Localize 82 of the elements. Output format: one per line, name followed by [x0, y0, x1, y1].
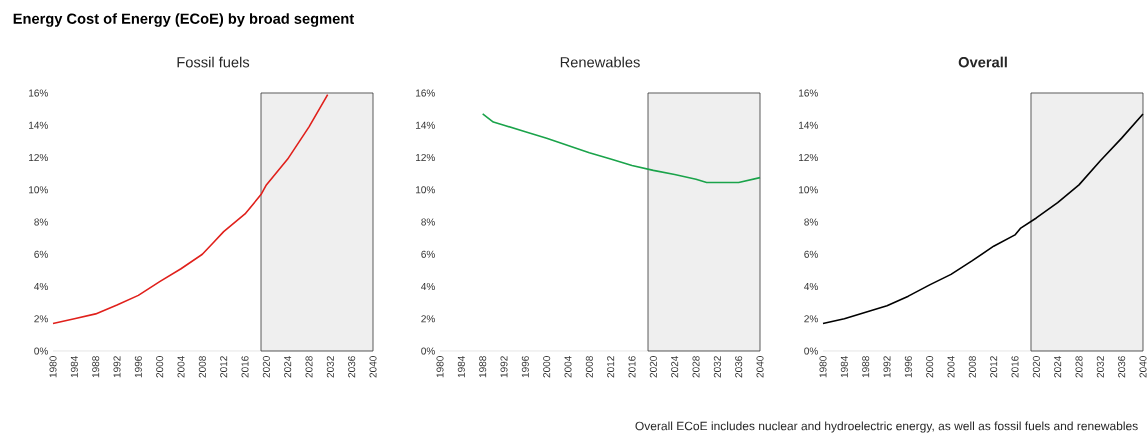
x-tick-label: 1992: [883, 356, 891, 378]
x-tick-label: 2024: [284, 355, 292, 378]
x-tick-label: 1980: [819, 356, 827, 378]
x-tick-label: 1984: [457, 355, 465, 378]
x-tick-label: 1988: [862, 356, 870, 378]
y-tick-label: 0%: [34, 347, 48, 355]
y-tick-label: 0%: [421, 347, 435, 355]
x-tick-label: 2036: [348, 356, 356, 378]
chart-subtitle: Renewables: [560, 56, 640, 68]
x-tick-label: 2036: [1118, 356, 1126, 378]
y-tick-label: 12%: [799, 153, 818, 162]
x-tick-label: 2008: [198, 356, 206, 378]
x-tick-label: 2008: [585, 356, 593, 378]
y-tick-label: 10%: [416, 186, 435, 194]
x-tick-label: 2020: [262, 356, 270, 378]
y-tick-label: 12%: [29, 153, 48, 162]
x-tick-label: 2020: [1032, 356, 1040, 378]
y-tick-label: 6%: [804, 250, 818, 258]
line-series: [822, 113, 1144, 325]
x-tick-label: 2000: [543, 356, 551, 378]
y-tick-label: 2%: [421, 315, 435, 323]
y-tick-label: 2%: [34, 315, 48, 323]
y-tick-label: 14%: [29, 121, 48, 129]
x-tick-label: 2012: [990, 356, 998, 378]
x-tick-label: 1988: [92, 356, 100, 378]
x-tick-label: 2040: [369, 356, 377, 378]
x-tick-label: 2004: [947, 355, 955, 378]
x-tick-label: 1988: [479, 356, 487, 378]
y-tick-label: 16%: [799, 89, 818, 97]
x-tick-label: 2032: [713, 356, 721, 378]
x-tick-label: 1992: [500, 356, 508, 378]
chart-title: Energy Cost of Energy (ECoE) by broad segment: [13, 13, 354, 27]
text: Overall ECoE includes nuclear and hydroelectric energy, as well as fossil fuels and renewables: [635, 421, 1138, 433]
y-tick-label: 0%: [804, 347, 818, 355]
x-tick-label: 2016: [1011, 356, 1019, 378]
x-tick-label: 1996: [134, 356, 142, 378]
x-tick-label: 2040: [756, 356, 764, 378]
x-tick-label: 2012: [220, 356, 228, 378]
x-tick-label: 2016: [241, 356, 249, 378]
chart-subtitle: Fossil fuels: [177, 56, 250, 68]
x-tick-label: 1992: [113, 356, 121, 378]
x-tick-label: 2004: [177, 355, 185, 378]
y-tick-label: 16%: [29, 89, 48, 97]
y-tick-label: 8%: [34, 218, 48, 226]
y-tick-label: 10%: [29, 186, 48, 194]
y-tick-label: 10%: [799, 186, 818, 194]
x-tick-label: 2040: [1139, 356, 1147, 378]
y-tick-label: 6%: [34, 250, 48, 258]
x-tick-label: 1984: [70, 355, 78, 378]
x-tick-label: 2020: [649, 356, 657, 378]
x-tick-label: 2000: [156, 356, 164, 378]
x-tick-label: 1996: [521, 356, 529, 378]
y-tick-label: 2%: [804, 315, 818, 323]
x-tick-label: 1996: [904, 356, 912, 378]
y-tick-label: 14%: [416, 121, 435, 129]
y-tick-label: 4%: [34, 282, 48, 290]
y-tick-label: 14%: [799, 121, 818, 129]
line-series: [52, 93, 329, 325]
x-tick-label: 2036: [735, 356, 743, 378]
x-tick-label: 2024: [1054, 355, 1062, 378]
x-tick-label: 1984: [840, 355, 848, 378]
x-tick-label: 2032: [326, 356, 334, 378]
y-tick-label: 6%: [421, 250, 435, 258]
x-tick-label: 2028: [1075, 356, 1083, 378]
x-tick-label: 2012: [607, 356, 615, 378]
y-tick-label: 16%: [416, 89, 435, 97]
y-tick-label: 12%: [416, 153, 435, 162]
x-tick-label: 2028: [692, 356, 700, 378]
x-tick-label: 1980: [49, 356, 57, 378]
y-tick-label: 8%: [804, 218, 818, 226]
x-tick-label: 2028: [305, 356, 313, 378]
y-tick-label: 4%: [804, 282, 818, 290]
x-tick-label: 2016: [628, 356, 636, 378]
x-tick-label: 1980: [436, 356, 444, 378]
y-tick-label: 8%: [421, 218, 435, 226]
x-tick-label: 2004: [564, 355, 572, 378]
x-tick-label: 2008: [968, 356, 976, 378]
x-tick-label: 2024: [671, 355, 679, 378]
x-tick-label: 2032: [1096, 356, 1104, 378]
y-tick-label: 4%: [421, 282, 435, 290]
chart-subtitle: Overall: [958, 56, 1007, 68]
x-tick-label: 2000: [926, 356, 934, 378]
